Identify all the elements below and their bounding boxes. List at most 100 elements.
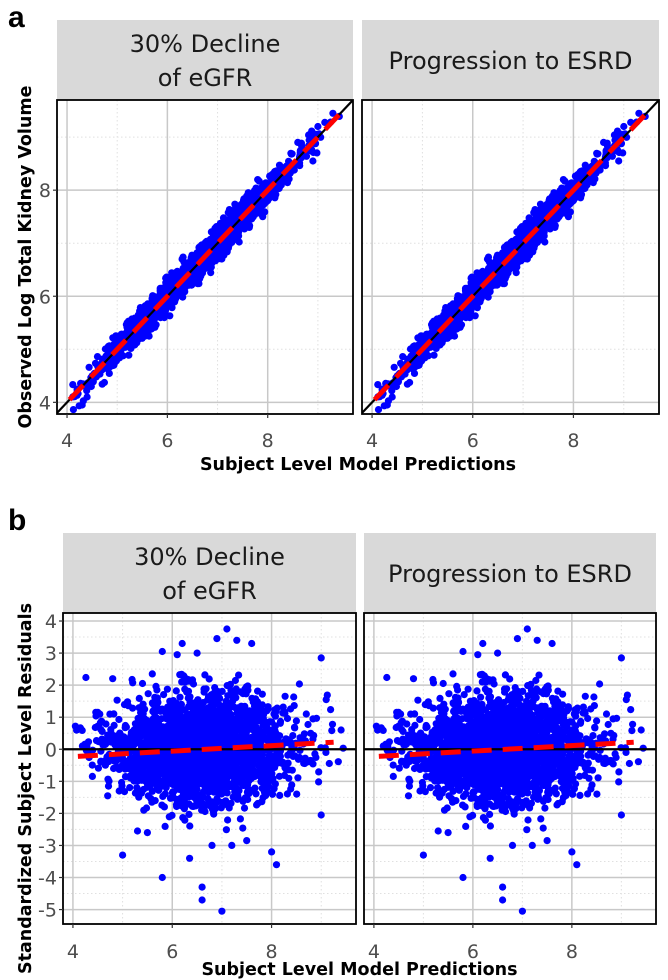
data-point [207,269,215,277]
x-tick-label: 8 [567,430,579,452]
data-point [480,291,488,299]
data-point [517,247,526,255]
data-point [484,253,493,261]
data-layer [57,100,353,414]
data-point [133,332,141,340]
data-point [321,118,329,126]
data-point [519,230,527,239]
facet-strip [63,533,356,613]
data-point [627,118,635,126]
data-point [593,149,601,157]
data-point [388,393,396,401]
data-point [467,274,475,282]
data-point [223,220,231,228]
data-point [525,214,533,222]
data-point [219,214,228,222]
data-point [125,338,133,346]
data-point [313,149,321,157]
data-point [600,138,608,146]
y-axis-title: Observed Log Total Kidney Volume [16,85,36,428]
data-point [454,319,462,327]
facet-strip-label: 30% Decline [134,543,285,571]
data-layer [362,100,659,414]
data-point [555,211,563,219]
data-point [225,206,233,214]
data-point [175,269,184,277]
data-point [430,351,438,359]
data-point [160,310,168,318]
data-point [465,310,474,318]
data-point [231,200,239,208]
data-point [499,280,507,288]
x-tick-label: 4 [61,430,73,452]
data-point [456,312,464,320]
panel-b-letter: b [8,504,27,537]
data-point [414,359,422,367]
data-point [114,333,123,341]
fit-trend-line [372,108,651,402]
data-point [123,319,131,327]
data-layer [63,625,356,915]
data-point [85,363,93,371]
data-point [453,295,461,303]
data-point [374,381,382,389]
data-point [205,238,213,247]
data-point [168,297,176,305]
data-point [620,122,628,131]
data-point [582,164,591,172]
data-point [541,238,549,246]
data-point [619,149,627,157]
data-point [125,351,133,359]
data-point [100,378,108,387]
data-point [69,381,77,389]
data-point [528,220,536,228]
data-point [213,230,221,239]
data-point [260,181,268,189]
data-point [473,297,482,305]
data-point [254,176,262,184]
data-point [564,213,573,221]
data-point [314,122,322,131]
plot-border [56,99,354,415]
data-point [438,332,446,340]
data-point [108,359,116,367]
x-tick-label: 8 [262,430,274,452]
data-point [212,247,220,255]
data-point [551,222,559,230]
data-point [524,225,532,233]
plot-border [361,99,660,415]
data-point [527,241,535,249]
data-point [524,250,532,258]
data-point [287,149,295,157]
data-point [294,138,302,146]
data-point [481,269,489,277]
data-point [565,201,573,209]
data-point [120,788,129,796]
data-point [172,275,180,283]
data-point [512,269,520,277]
data-point [156,286,164,294]
data-point [78,401,86,409]
data-point [250,211,258,219]
data-point [277,164,285,172]
data-point [635,109,643,117]
y-tick-label: 8 [39,180,51,202]
facet-strip [362,20,659,100]
data-point [193,280,202,288]
data-point [383,401,391,409]
data-point [83,393,91,401]
facet-strip-label: Progression to ESRD [389,47,633,75]
data-point [162,274,170,282]
data-point [259,213,267,221]
data-point [161,822,169,831]
data-point [494,259,502,267]
y-tick-label: 4 [39,392,51,414]
data-point [235,238,243,246]
x-tick-label: 6 [161,430,173,452]
data-point [510,238,518,247]
